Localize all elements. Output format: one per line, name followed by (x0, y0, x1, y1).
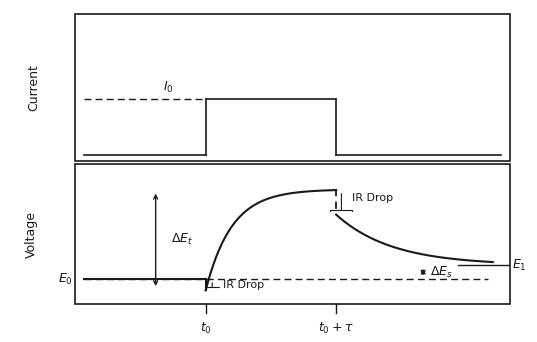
Text: $t_0 + \tau$: $t_0 + \tau$ (318, 321, 354, 336)
Text: $E_1$: $E_1$ (512, 258, 527, 273)
Text: $E_0$: $E_0$ (58, 272, 73, 287)
Text: IR Drop: IR Drop (352, 193, 394, 203)
Text: IR Drop: IR Drop (223, 280, 264, 290)
Text: $\Delta E_s$: $\Delta E_s$ (430, 265, 453, 280)
Text: Current: Current (27, 64, 40, 111)
Text: Voltage: Voltage (25, 211, 38, 258)
Text: $I_0$: $I_0$ (163, 79, 174, 94)
Text: $t_0$: $t_0$ (200, 321, 212, 336)
Text: $\Delta E_t$: $\Delta E_t$ (171, 232, 193, 247)
